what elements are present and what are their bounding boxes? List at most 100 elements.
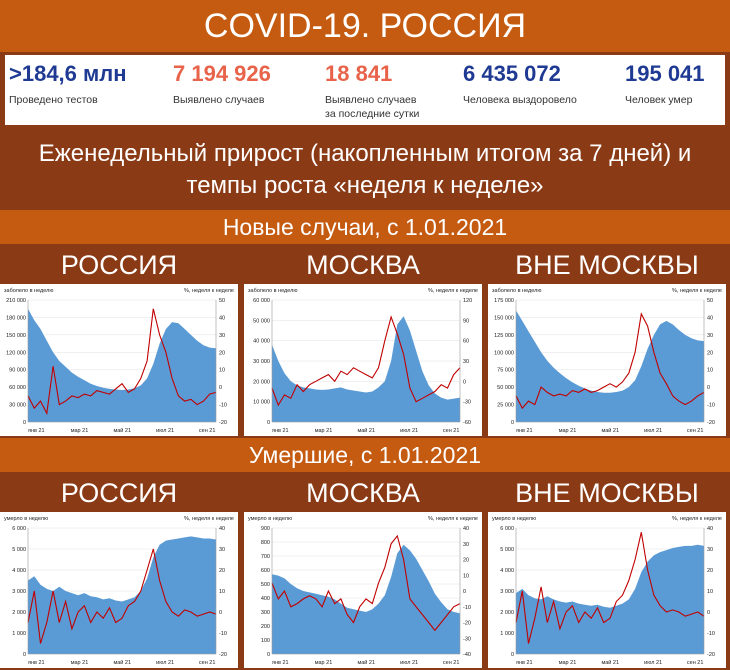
y-tick-label: 2 000 bbox=[12, 610, 26, 616]
y2-tick-label: 20 bbox=[219, 568, 225, 574]
y2-tick-label: -20 bbox=[707, 420, 715, 426]
stat-label: Выявлено случаев за последние сутки bbox=[325, 94, 420, 120]
stat-tests: >184,6 млн Проведено тестов bbox=[9, 61, 127, 107]
y2-tick-label: 20 bbox=[463, 558, 469, 564]
stat-value: >184,6 млн bbox=[9, 61, 127, 86]
area-series bbox=[28, 308, 216, 422]
y2-tick-label: 0 bbox=[463, 379, 466, 385]
y-tick-label: 120 000 bbox=[6, 350, 26, 356]
y2-tick-label: 0 bbox=[219, 610, 222, 616]
y2-tick-label: -10 bbox=[463, 605, 471, 611]
y-tick-label: 60 000 bbox=[9, 385, 26, 391]
chart-deaths-russia: умерло в неделю %, неделя к неделе 6 000 5 … bbox=[0, 512, 238, 668]
stat-value: 7 194 926 bbox=[173, 61, 271, 86]
stat-label: Человека выздоровело bbox=[463, 94, 577, 106]
y2-tick-label: 30 bbox=[463, 359, 469, 365]
chart-deaths-moscow: умерло в неделю %, неделя к неделе 900 800 7… bbox=[244, 512, 482, 668]
growth-rate-line bbox=[27, 548, 217, 644]
section-deaths-title: Умершие, с 1.01.2021 bbox=[0, 438, 730, 472]
y2-tick-label: -60 bbox=[463, 420, 471, 426]
y-tick-label: 50 000 bbox=[253, 318, 270, 324]
x-tick-label: янв 21 bbox=[516, 428, 533, 434]
y2-tick-label: 30 bbox=[219, 547, 225, 553]
y2-tick-label: 40 bbox=[707, 315, 713, 321]
growth-rate-line bbox=[515, 312, 705, 410]
x-tick-label: янв 21 bbox=[28, 428, 45, 434]
column-header-russia: РОССИЯ bbox=[0, 246, 238, 284]
y-tick-label: 10 000 bbox=[253, 400, 270, 406]
y-tick-label: 6 000 bbox=[500, 526, 514, 532]
y-tick-label: 600 bbox=[261, 568, 270, 574]
x-tick-label: июл 21 bbox=[400, 660, 418, 666]
x-tick-label: янв 21 bbox=[28, 660, 45, 666]
x-tick-label: июл 21 bbox=[644, 660, 662, 666]
y-tick-label: 2 000 bbox=[500, 610, 514, 616]
y2-tick-label: -30 bbox=[463, 400, 471, 406]
chart-deaths-outside: умерло в неделю %, неделя к неделе 6 000 5 … bbox=[488, 512, 726, 668]
x-tick-label: сен 21 bbox=[443, 428, 460, 434]
y2-axis-label: %, неделя к неделе bbox=[672, 516, 722, 522]
stat-cases-24h: 18 841 Выявлено случаев за последние сут… bbox=[325, 61, 419, 121]
y2-axis-label: %, неделя к неделе bbox=[184, 516, 234, 522]
y2-tick-label: 0 bbox=[707, 610, 710, 616]
column-header-outside: ВНЕ МОСКВЫ bbox=[488, 246, 726, 284]
y-tick-label: 5 000 bbox=[500, 547, 514, 553]
y2-tick-label: -10 bbox=[707, 631, 715, 637]
y2-tick-label: 40 bbox=[219, 315, 225, 321]
subtitle: Еженедельный прирост (накопленным итогом… bbox=[0, 134, 730, 208]
y2-axis-label: %, неделя к неделе bbox=[428, 516, 478, 522]
y2-tick-label: 10 bbox=[219, 589, 225, 595]
column-header-russia: РОССИЯ bbox=[0, 474, 238, 512]
x-tick-label: сен 21 bbox=[687, 660, 704, 666]
section-cases-title: Новые случаи, с 1.01.2021 bbox=[0, 210, 730, 244]
y-tick-label: 150 000 bbox=[6, 333, 26, 339]
y2-tick-label: -20 bbox=[463, 621, 471, 627]
y2-tick-label: 40 bbox=[219, 526, 225, 532]
y2-tick-label: 120 bbox=[463, 298, 472, 304]
x-tick-label: май 21 bbox=[601, 427, 619, 434]
y-tick-label: 5 000 bbox=[12, 547, 26, 553]
stat-cases: 7 194 926 Выявлено случаев bbox=[173, 61, 271, 107]
y-tick-label: 3 000 bbox=[500, 589, 514, 595]
x-tick-label: май 21 bbox=[357, 659, 375, 666]
y-tick-label: 100 000 bbox=[494, 350, 514, 356]
y-tick-label: 30 000 bbox=[9, 403, 26, 409]
y-tick-label: 4 000 bbox=[500, 568, 514, 574]
y-tick-label: 0 bbox=[267, 420, 270, 426]
y-tick-label: 500 bbox=[261, 582, 270, 588]
y2-axis-label: %, неделя к неделе bbox=[428, 288, 478, 294]
growth-rate-line bbox=[27, 308, 217, 416]
stat-recovered: 6 435 072 Человека выздоровело bbox=[463, 61, 577, 107]
x-tick-label: сен 21 bbox=[443, 660, 460, 666]
x-tick-label: май 21 bbox=[113, 427, 131, 434]
y-tick-label: 0 bbox=[267, 652, 270, 658]
y-axis-label: заболело в неделю bbox=[4, 288, 53, 294]
y2-tick-label: -10 bbox=[219, 403, 227, 409]
y-axis-label: умерло в неделю bbox=[492, 516, 536, 522]
y2-tick-label: 10 bbox=[707, 368, 713, 374]
y2-tick-label: -20 bbox=[219, 420, 227, 426]
y2-tick-label: 60 bbox=[463, 339, 469, 345]
y-tick-label: 20 000 bbox=[253, 379, 270, 385]
y2-tick-label: 90 bbox=[463, 318, 469, 324]
y2-tick-label: 30 bbox=[707, 547, 713, 553]
x-tick-label: мар 21 bbox=[71, 660, 89, 666]
y-tick-label: 175 000 bbox=[494, 298, 514, 304]
y-tick-label: 0 bbox=[511, 420, 514, 426]
stat-label: Человек умер bbox=[625, 94, 693, 106]
y-tick-label: 100 bbox=[261, 638, 270, 644]
y2-tick-label: 0 bbox=[463, 589, 466, 595]
growth-rate-line bbox=[271, 534, 461, 632]
y-tick-label: 90 000 bbox=[9, 368, 26, 374]
x-tick-label: май 21 bbox=[601, 659, 619, 666]
x-tick-label: май 21 bbox=[357, 427, 375, 434]
stat-value: 18 841 bbox=[325, 61, 393, 86]
area-series bbox=[516, 310, 704, 422]
y2-tick-label: 30 bbox=[463, 542, 469, 548]
y-tick-label: 0 bbox=[511, 652, 514, 658]
y-tick-label: 50 000 bbox=[497, 385, 514, 391]
stat-label: Проведено тестов bbox=[9, 94, 98, 106]
column-header-moscow: МОСКВА bbox=[244, 246, 482, 284]
y-axis-label: заболело в неделю bbox=[492, 288, 541, 294]
y2-tick-label: -20 bbox=[219, 652, 227, 658]
